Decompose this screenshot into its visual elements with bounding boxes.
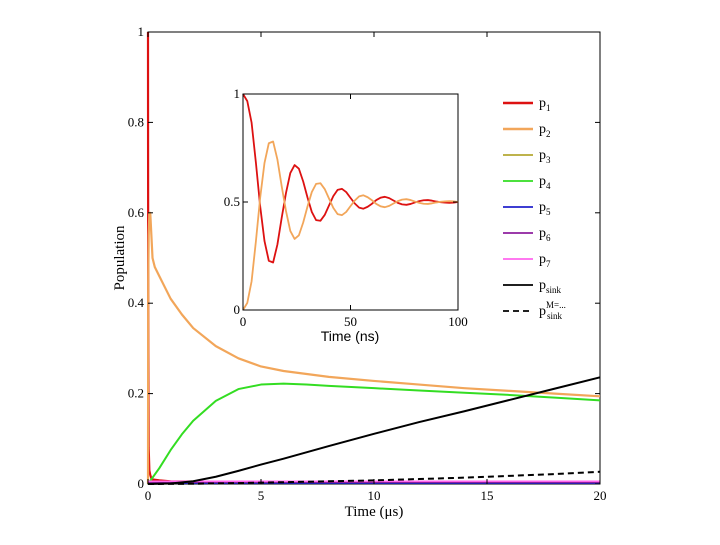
legend: p1 p2 p3 p4 p5 p6 p7 psink pM=... sink (503, 96, 566, 321)
main-x-tick-label: 15 (481, 488, 494, 503)
main-y-tick-label: 0.8 (128, 114, 144, 129)
inset-y-tick-label: 1 (234, 86, 241, 101)
legend-label: p1 (539, 96, 551, 113)
main-x-tick-label: 5 (258, 488, 265, 503)
main-x-tick-label: 20 (594, 488, 607, 503)
inset-series-p1 (242, 93, 459, 264)
legend-label: psink (539, 278, 562, 295)
legend-label: p7 (539, 252, 551, 269)
main-y-tick-label: 0.4 (128, 295, 145, 310)
main-y-tick-label: 0.2 (128, 386, 144, 401)
inset-x-tick-label: 100 (448, 314, 468, 329)
legend-label: p5 (539, 200, 551, 217)
legend-label: p2 (539, 122, 551, 139)
legend-label: pM=... sink (539, 300, 566, 321)
main-y-tick-label: 1 (138, 24, 145, 39)
inset-series-group (242, 93, 459, 311)
legend-item-p7: p7 (503, 252, 551, 269)
inset-x-tick-label: 0 (240, 314, 247, 329)
legend-item-p4: p4 (503, 174, 551, 191)
legend-item-p1: p1 (503, 96, 551, 113)
main-x-tick-label: 10 (368, 488, 381, 503)
legend-item-p6: p6 (503, 226, 551, 243)
legend-label: p6 (539, 226, 551, 243)
main-x-axis-label: Time (μs) (345, 504, 404, 520)
inset-x-axis-label: Time (ns) (321, 328, 380, 344)
main-x-tick-label: 0 (145, 488, 152, 503)
inset-x-tick-label: 50 (344, 314, 357, 329)
main-y-axis-label: Population (112, 225, 128, 291)
main-y-tick-label: 0.6 (128, 205, 145, 220)
main-series-p4 (147, 382, 601, 485)
legend-item-p3: p3 (503, 148, 551, 165)
legend-label: p4 (539, 174, 551, 191)
inset-series-p2 (242, 140, 459, 311)
legend-label: p3 (539, 148, 551, 165)
legend-item-psink: psink (503, 278, 562, 295)
inset-plot-area (242, 93, 459, 311)
legend-item-psink-sup: pM=... sink (503, 300, 566, 321)
legend-item-p2: p2 (503, 122, 551, 139)
main-series-p-sink-M- (147, 470, 601, 485)
main-series-p-sink (147, 376, 601, 485)
main-y-tick-label: 0 (138, 476, 145, 491)
inset-axes: 0 50 100 0 0.5 1 (224, 86, 468, 329)
inset-y-tick-label: 0.5 (224, 194, 240, 209)
inset-y-tick-label: 0 (234, 302, 241, 317)
legend-item-p5: p5 (503, 200, 551, 217)
